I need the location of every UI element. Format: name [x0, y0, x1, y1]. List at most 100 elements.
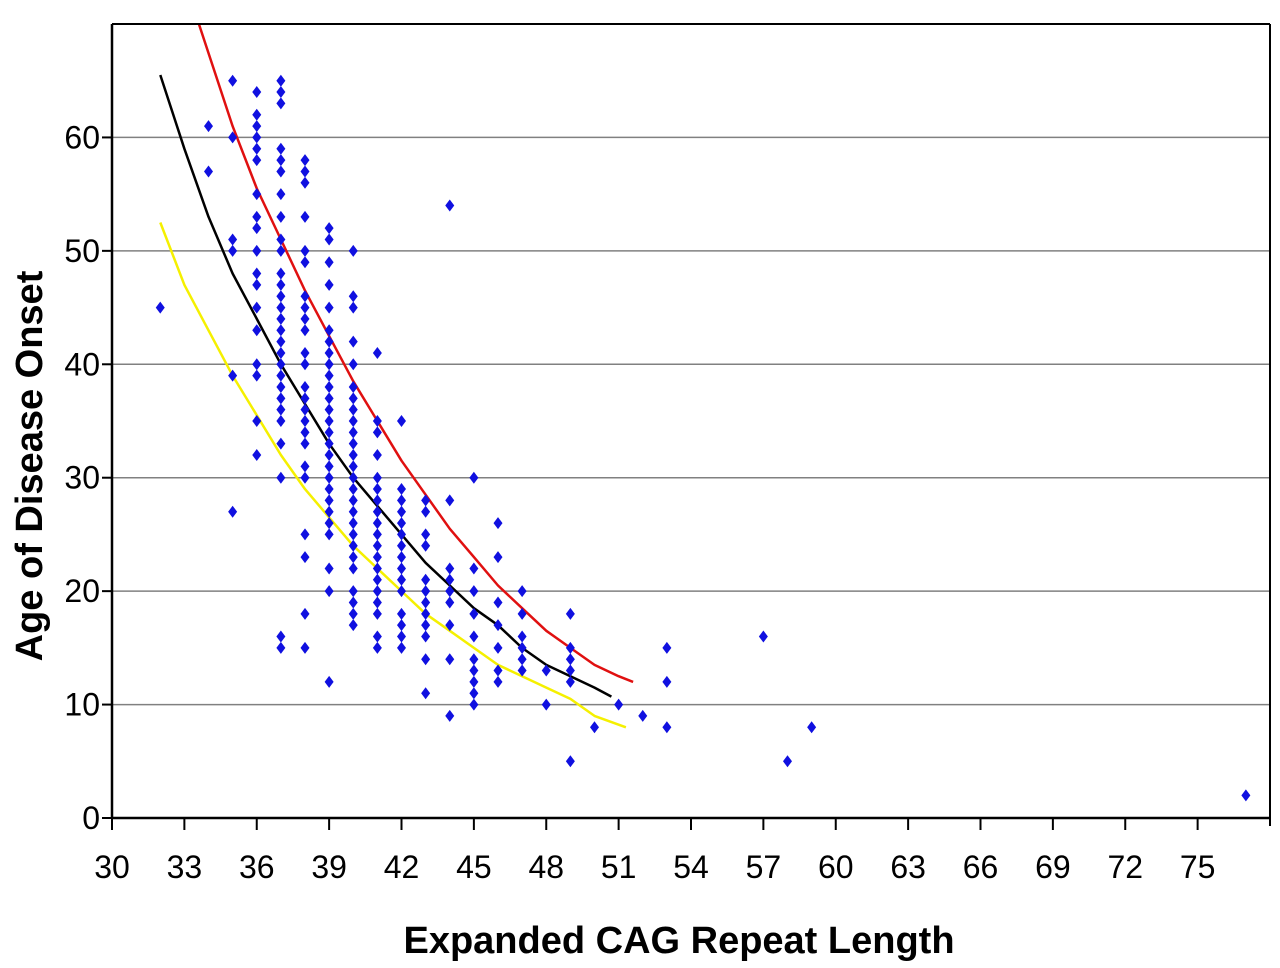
data-point [252, 142, 262, 155]
data-point [541, 698, 551, 711]
data-point [517, 641, 527, 654]
data-point [324, 369, 334, 382]
x-tick-label: 51 [601, 849, 637, 885]
data-point [300, 528, 310, 541]
y-axis-title: Age of Disease Onset [9, 270, 51, 661]
data-point [372, 607, 382, 620]
data-point [348, 460, 358, 473]
data-point [348, 290, 358, 303]
data-point [348, 483, 358, 496]
data-point [372, 449, 382, 462]
x-tick-label: 30 [94, 849, 130, 885]
data-point [372, 539, 382, 552]
x-tick-label: 45 [456, 849, 492, 885]
data-point [252, 415, 262, 427]
data-point [565, 755, 575, 768]
data-point [324, 233, 334, 246]
data-point [348, 562, 358, 575]
data-point [372, 596, 382, 609]
data-point [252, 267, 262, 280]
data-point [252, 324, 262, 337]
data-point [590, 721, 599, 734]
data-point [276, 403, 286, 416]
data-point [324, 437, 334, 450]
data-point [252, 244, 262, 257]
data-point [300, 607, 310, 620]
data-point [469, 675, 479, 688]
data-point [469, 664, 479, 677]
data-point [252, 369, 262, 382]
data-point [324, 222, 334, 235]
data-point [252, 210, 262, 223]
data-point [638, 709, 648, 722]
data-point [445, 709, 455, 722]
data-point [614, 698, 624, 711]
data-point [493, 664, 503, 677]
data-point [397, 619, 406, 632]
data-point [252, 188, 262, 201]
data-point [276, 312, 286, 325]
data-point [397, 539, 406, 552]
data-point [397, 517, 406, 530]
data-point [300, 426, 310, 439]
data-point [1241, 789, 1251, 802]
data-point [252, 301, 262, 314]
data-point [324, 460, 334, 473]
data-point [493, 517, 503, 530]
data-point [662, 641, 672, 654]
data-point [300, 176, 310, 189]
data-point [300, 165, 310, 178]
data-point [493, 619, 503, 632]
data-point [493, 641, 503, 654]
data-point [397, 551, 406, 564]
data-point [565, 664, 575, 677]
axes [110, 23, 1271, 826]
data-point [300, 210, 310, 223]
data-point [565, 653, 575, 666]
data-point [348, 244, 358, 257]
data-point [397, 415, 406, 427]
data-point [348, 426, 358, 439]
x-tick-label: 57 [746, 849, 782, 885]
data-point [300, 312, 310, 325]
data-point [445, 562, 455, 575]
x-tick-label: 63 [890, 849, 926, 885]
data-point [372, 528, 382, 541]
fit-curve-3 [159, 222, 627, 729]
data-point [517, 653, 527, 666]
data-point [276, 380, 286, 393]
data-point [300, 346, 310, 359]
data-point [397, 528, 406, 541]
data-point [276, 267, 286, 280]
data-point [300, 437, 310, 450]
gridlines [102, 136, 1270, 830]
data-point [445, 494, 455, 507]
x-tick-label: 54 [673, 849, 709, 885]
data-point [397, 607, 406, 620]
data-point [348, 494, 358, 507]
data-point [228, 505, 238, 518]
data-point [228, 74, 238, 87]
data-point [372, 494, 382, 507]
data-point [252, 131, 262, 144]
data-point [348, 392, 358, 405]
data-point [348, 505, 358, 518]
data-point [252, 358, 262, 371]
data-point [517, 607, 527, 620]
data-point [204, 120, 213, 133]
data-point [252, 120, 262, 133]
x-tick-label: 33 [167, 849, 203, 885]
data-point [324, 301, 334, 314]
data-point [276, 142, 286, 155]
data-point [372, 415, 382, 427]
data-point [372, 471, 382, 484]
data-point [300, 324, 310, 337]
data-point [300, 301, 310, 314]
data-point [348, 301, 358, 314]
data-point [445, 596, 455, 609]
data-point [348, 528, 358, 541]
data-point [469, 471, 479, 484]
data-point [252, 449, 262, 462]
data-point [155, 301, 165, 314]
data-point [300, 380, 310, 393]
